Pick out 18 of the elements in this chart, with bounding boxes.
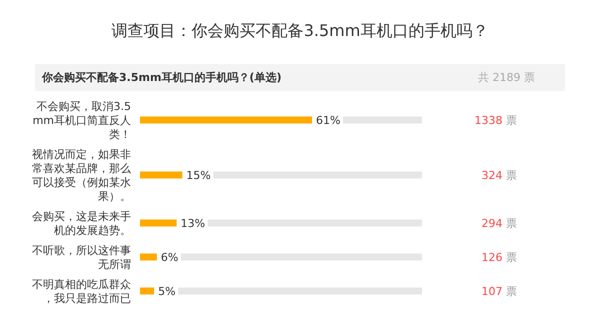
text: 107 票 — [482, 285, 517, 298]
text: 共 2189 票 — [478, 71, 535, 84]
data-label: 13% — [180, 217, 206, 230]
text: 294 票 — [482, 217, 517, 230]
y-tick-label: 不明真相的吃瓜群众，我只是路过而已 — [32, 278, 131, 305]
y-tick-label: 视情况而定，如果非常喜欢某品牌，那么可以接受（例如某水果）。 — [32, 148, 131, 203]
chart-subtitle: 你会购买不配备3.5mm耳机口的手机吗？(单选) — [41, 71, 282, 84]
text: 126 票 — [482, 251, 517, 264]
data-label: 5% — [158, 285, 176, 298]
data-label: 15% — [186, 169, 211, 182]
text: 1338 票 — [474, 114, 517, 127]
data-label: 6% — [160, 251, 178, 264]
chart-title: 调查项目：你会购买不配备3.5mm耳机口的手机吗？ — [112, 21, 488, 40]
text: 324 票 — [482, 169, 517, 182]
data-label: 61% — [316, 114, 340, 127]
y-tick-label: 不听歌，所以这件事无所谓 — [32, 244, 131, 271]
y-tick-label: 不会购买，取消3.5mm耳机口简直反人类！ — [32, 100, 131, 141]
y-tick-label: 会购买，这是未来手机的发展趋势。 — [32, 210, 131, 237]
